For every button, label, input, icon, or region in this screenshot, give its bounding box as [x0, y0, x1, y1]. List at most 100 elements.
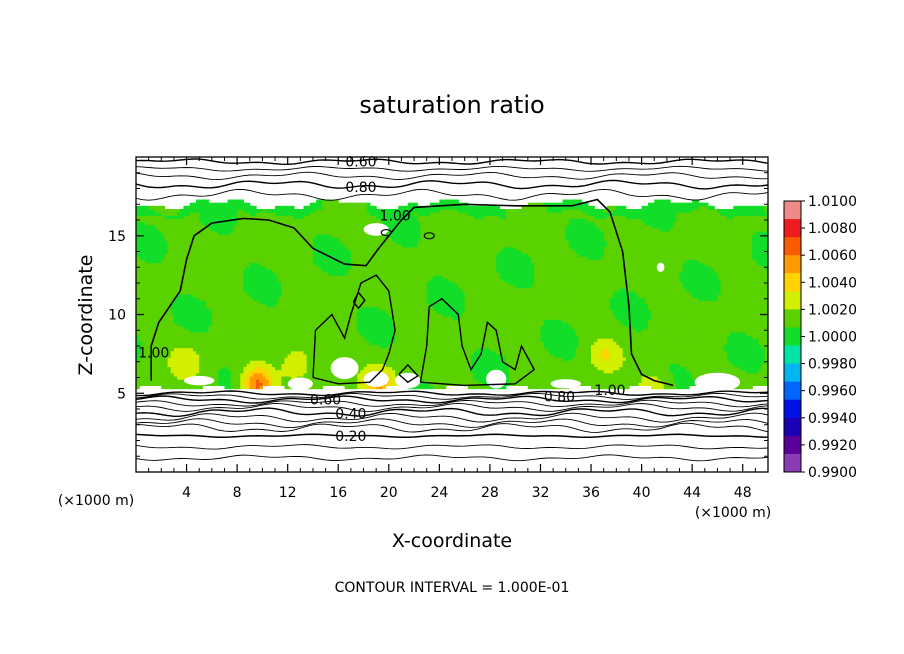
field-cell: [271, 316, 276, 320]
field-cell: [319, 306, 324, 311]
field-cell: [186, 259, 191, 264]
field-cell: [205, 303, 210, 308]
field-cell: [284, 331, 289, 336]
field-cell: [398, 316, 403, 320]
field-cell: [221, 369, 226, 374]
field-cell: [360, 331, 365, 336]
field-cell: [142, 205, 147, 210]
field-cell: [202, 290, 207, 295]
field-cell: [136, 294, 140, 298]
field-cell: [237, 385, 241, 390]
field-cell: [139, 369, 143, 374]
field-cell: [170, 284, 175, 289]
field-cell: [303, 246, 308, 251]
field-cell: [347, 205, 352, 210]
field-cell: [170, 334, 175, 339]
field-cell: [230, 256, 235, 260]
field-cell: [347, 331, 352, 336]
field-cell: [287, 322, 292, 327]
field-cell: [167, 331, 172, 336]
field-cell: [224, 300, 229, 305]
field-cell: [335, 300, 339, 305]
field-cell: [183, 208, 188, 213]
field-cell: [360, 234, 365, 238]
field-cell: [151, 294, 156, 298]
field-cell: [173, 259, 178, 264]
field-cell: [151, 227, 156, 232]
field-cell: [284, 309, 289, 314]
field-cell: [183, 218, 188, 223]
field-cell: [341, 350, 346, 355]
field-cell: [294, 231, 298, 235]
field-cell: [173, 331, 178, 336]
field-cell: [252, 253, 257, 257]
field-cell: [338, 231, 342, 235]
field-cell: [357, 385, 361, 390]
field-cell: [357, 328, 361, 333]
field-cell: [287, 240, 292, 245]
field-cell: [154, 205, 159, 210]
field-cell: [189, 221, 194, 226]
field-cell: [215, 234, 219, 238]
field-cell: [275, 231, 279, 235]
field-cell: [401, 275, 406, 279]
field-cell: [199, 319, 203, 323]
field-cell: [398, 224, 403, 229]
field-cell: [196, 227, 200, 232]
field-cell: [189, 218, 194, 223]
field-cell: [322, 256, 327, 260]
field-cell: [230, 281, 235, 286]
field-cell: [373, 309, 377, 314]
field-cell: [335, 309, 339, 314]
field-cell: [312, 271, 317, 276]
field-cell: [325, 212, 330, 216]
field-cell: [297, 297, 301, 301]
field-cell: [161, 294, 166, 298]
field-cell: [376, 297, 380, 301]
field-cell: [249, 316, 254, 320]
field-cell: [290, 237, 295, 242]
field-cell: [262, 212, 267, 216]
field-cell: [281, 218, 286, 223]
field-cell: [151, 357, 156, 361]
field-cell: [388, 350, 393, 355]
field-cell: [357, 221, 361, 226]
field-cell: [237, 322, 241, 327]
field-cell: [145, 234, 150, 238]
field-cell: [202, 306, 207, 311]
field-cell: [205, 256, 210, 260]
field-cell: [142, 303, 147, 308]
field-cell: [287, 331, 292, 336]
field-cell: [322, 294, 327, 298]
field-cell: [249, 303, 254, 308]
field-cell: [404, 369, 409, 374]
field-cell: [347, 237, 352, 242]
field-cell: [167, 208, 172, 213]
field-cell: [271, 290, 276, 295]
field-cell: [158, 234, 162, 238]
field-cell: [256, 385, 260, 390]
field-cell: [278, 331, 282, 336]
field-cell: [192, 300, 197, 305]
field-cell: [256, 325, 260, 330]
field-cell: [366, 253, 371, 257]
field-cell: [145, 212, 150, 216]
field-cell: [271, 231, 276, 235]
field-cell: [278, 350, 282, 355]
field-cell: [271, 363, 276, 368]
field-cell: [265, 290, 270, 295]
field-cell: [265, 224, 270, 229]
field-cell: [312, 297, 317, 301]
field-cell: [256, 312, 260, 317]
field-cell: [240, 227, 245, 232]
field-cell: [312, 360, 317, 364]
field-cell: [268, 212, 273, 216]
field-cell: [376, 287, 380, 292]
field-cell: [379, 297, 384, 301]
field-cell: [142, 338, 147, 342]
field-cell: [376, 316, 380, 320]
field-cell: [259, 334, 263, 339]
field-cell: [211, 297, 216, 301]
field-cell: [357, 284, 361, 289]
field-cell: [319, 382, 324, 386]
